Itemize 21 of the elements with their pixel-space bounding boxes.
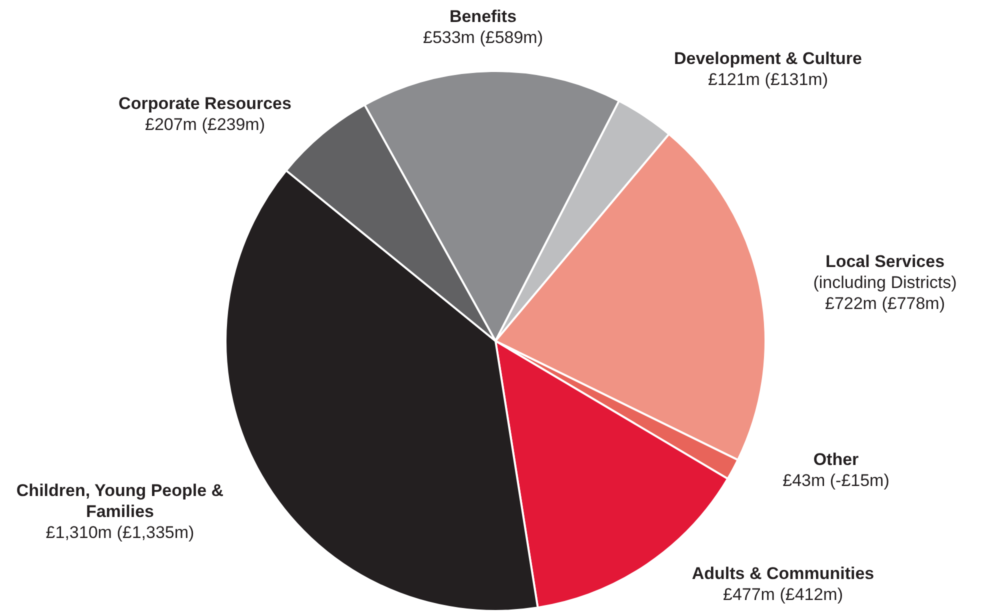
text: (£1,335m) — [116, 523, 194, 542]
text: (£131m) — [764, 70, 828, 89]
text: (£778m) — [882, 294, 946, 313]
data-label: £533m — [422, 28, 475, 47]
slice-label: Children, Young People & Families — [16, 481, 224, 521]
slice-label: Corporate Resources — [118, 94, 292, 113]
slice-label: Benefits — [449, 7, 517, 26]
slice-label: Other — [813, 450, 859, 469]
data-label: £43m — [782, 471, 826, 490]
slice-label: Local Services (including Districts) — [812, 252, 958, 293]
data-label: £121m — [708, 70, 760, 89]
slice-label: Adults & Communities — [692, 564, 874, 583]
slice-label: Development & Culture — [674, 49, 862, 68]
data-label: £207m — [144, 115, 197, 134]
text: (£239m) — [202, 115, 266, 134]
text: (-£15m) — [830, 471, 890, 490]
data-label: £477m — [722, 585, 775, 604]
data-label: £1,310m — [46, 523, 112, 542]
text: (£589m) — [480, 28, 544, 47]
text: (£412m) — [780, 585, 844, 604]
data-label: £722m — [824, 294, 877, 313]
